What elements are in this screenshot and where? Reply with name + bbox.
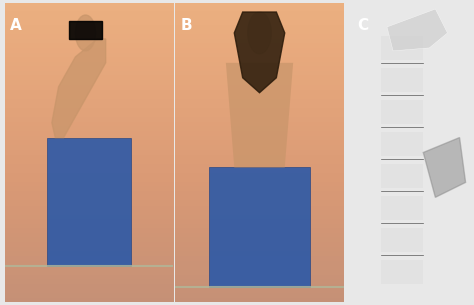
Bar [69,21,102,39]
Circle shape [248,12,271,54]
Polygon shape [52,39,106,138]
Polygon shape [423,138,465,197]
Polygon shape [381,164,423,188]
Polygon shape [381,132,423,156]
Polygon shape [381,196,423,220]
Polygon shape [226,63,293,167]
Polygon shape [209,167,310,287]
Text: B: B [181,18,192,33]
Polygon shape [381,68,423,92]
Polygon shape [381,36,423,60]
Polygon shape [381,260,423,284]
Text: A: A [10,18,21,33]
Polygon shape [47,138,131,266]
Polygon shape [381,100,423,124]
Polygon shape [381,228,423,252]
Polygon shape [234,12,285,93]
Polygon shape [387,9,447,51]
Circle shape [75,15,96,51]
Text: C: C [357,18,368,33]
